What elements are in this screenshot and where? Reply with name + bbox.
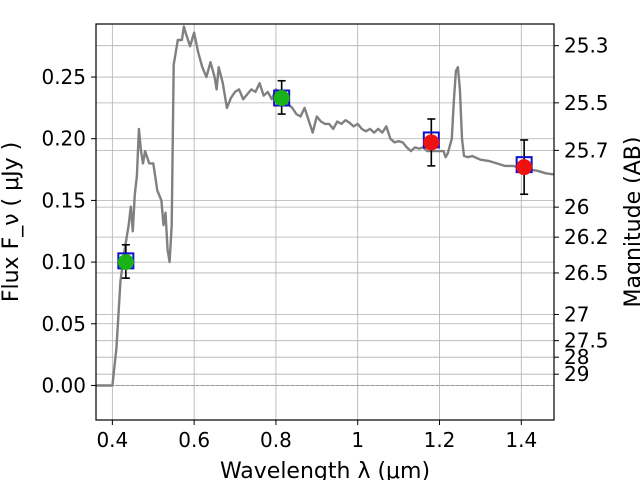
- x-tick-label: 0.6: [178, 428, 210, 452]
- magnitude-tick-label: 26.5: [564, 261, 609, 285]
- plot-frame: [95, 23, 555, 421]
- x-tick-label: 1.2: [424, 428, 456, 452]
- observed-flux-circle-marker: [273, 90, 290, 107]
- y-tick-label: 0.00: [41, 373, 86, 397]
- model-spectrum-line: [96, 25, 554, 387]
- magnitude-tick-label: 29: [564, 362, 589, 386]
- observed-flux-circle-marker: [117, 254, 134, 271]
- y-tick-label: 0.20: [41, 127, 86, 151]
- y-axis-label: Flux F_ν ( μJy ): [0, 142, 24, 302]
- magnitude-tick-label: 26: [564, 195, 589, 219]
- magnitude-tick-label: 27.5: [564, 329, 609, 353]
- magnitude-tick-label: 27: [564, 302, 589, 326]
- x-tick-label: 1: [351, 428, 364, 452]
- x-tick-label: 0.8: [260, 428, 292, 452]
- magnitude-tick-label: 25.3: [564, 34, 609, 58]
- y-axis-ticks: 0.00 0.05 0.10 0.15 0.20 0.25: [41, 65, 96, 397]
- observed-flux-circle-marker: [516, 159, 533, 176]
- y-tick-label: 0.05: [41, 312, 86, 336]
- photometry-marks: [117, 79, 533, 279]
- y-tick-label: 0.25: [41, 65, 86, 89]
- magnitude-tick-label: 28: [564, 345, 589, 369]
- magnitude-tick-label: 25.7: [564, 138, 609, 162]
- x-tick-label: 0.4: [96, 428, 128, 452]
- observed-flux-circle-marker: [423, 134, 440, 151]
- x-tick-label: 1.4: [505, 428, 537, 452]
- magnitude-axis-label: Magnitude (AB): [621, 137, 640, 308]
- x-axis-label: Wavelength λ (μm): [220, 459, 430, 480]
- y-tick-label: 0.15: [41, 188, 86, 212]
- y-tick-label: 0.10: [41, 250, 86, 274]
- magnitude-tick-label: 26.2: [564, 225, 609, 249]
- magnitude-tick-label: 25.5: [564, 91, 609, 115]
- x-axis-ticks: 0.4 0.6 0.8 1 1.2 1.4: [96, 420, 537, 452]
